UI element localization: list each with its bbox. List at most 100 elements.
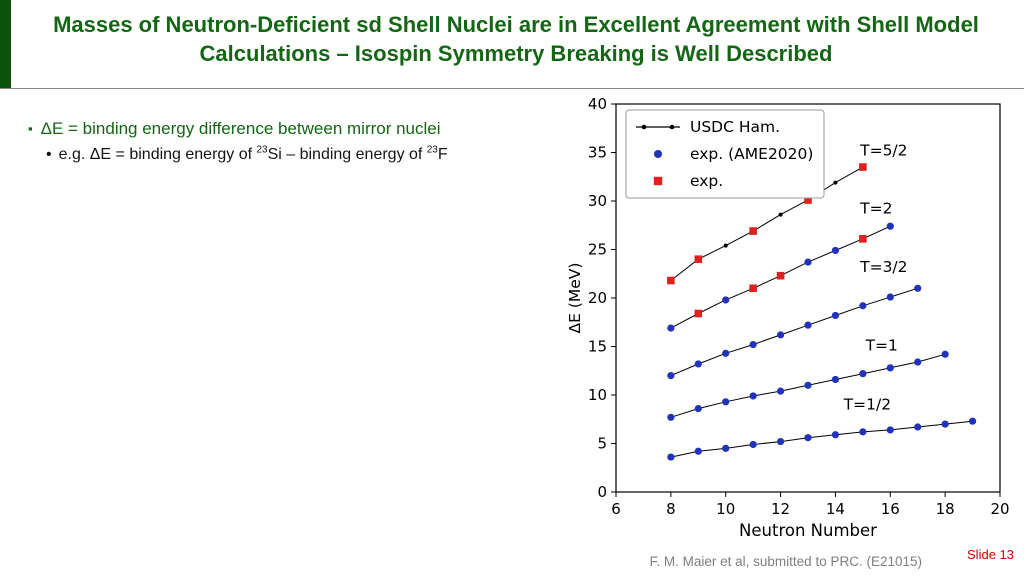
y-tick-label: 25 (588, 241, 607, 259)
legend-red-square-marker (653, 176, 663, 186)
exp-ame2020-point (804, 258, 812, 266)
exp-ame2020-point (804, 381, 812, 389)
x-tick-label: 8 (666, 500, 676, 518)
square-bullet-icon: ▪ (28, 121, 33, 136)
mirror-nuclei-chart-container: 6 8 10 12 14 16 18 20 0 5 10 15 20 25 30 35 40 Neutron Nu… (566, 90, 1014, 546)
series-label-T=1: T=1 (865, 336, 898, 354)
legend-box (625, 109, 825, 199)
legend-blue-dot-marker (654, 150, 662, 158)
exp-ame2020-point (722, 398, 730, 406)
exp-ame2020-point (886, 293, 894, 301)
exp-ame2020-point (776, 387, 785, 395)
exp-point (694, 255, 703, 263)
exp-ame2020-point (831, 246, 840, 255)
x-axis-label: Neutron Number (739, 521, 877, 540)
title-divider (0, 88, 1024, 89)
exp-point (667, 276, 675, 285)
x-tick-label: 20 (990, 500, 1009, 518)
theory-point (778, 212, 783, 217)
y-axis-label: ΔE (MeV) (566, 263, 584, 334)
exp-ame2020-point (722, 296, 730, 304)
mass-number-23si: 23 (256, 145, 268, 156)
x-tick-label: 6 (611, 500, 621, 518)
exp-point (749, 227, 757, 235)
exp-ame2020-point (914, 284, 922, 292)
sub-bullet-example: • e.g. ΔE = binding energy of 23Si – bind… (46, 145, 448, 164)
bullet2-part3: F (437, 146, 448, 164)
exp-ame2020-point (831, 375, 840, 384)
legend-dot-marker (641, 124, 647, 130)
bullet2-part2: Si – binding energy of (267, 146, 427, 164)
exp-ame2020-point (667, 372, 675, 380)
theory-line-T=1/2 (670, 420, 973, 458)
mass-number-23f: 23 (426, 145, 438, 156)
exp-point (749, 284, 757, 293)
y-tick-label: 40 (588, 95, 607, 113)
exp-ame2020-point (804, 321, 812, 329)
delta-e-vs-neutron-number-chart: 6 8 10 12 14 16 18 20 0 5 10 15 20 25 30 35 40 Neutron Nu… (566, 95, 1010, 540)
legend-label-exp-ame: exp. (AME2020) (690, 145, 813, 163)
theory-point (723, 243, 728, 248)
y-tick-label: 10 (588, 386, 607, 404)
exp-ame2020-point (667, 413, 675, 421)
exp-ame2020-point (694, 360, 702, 368)
series-label-T=5/2: T=5/2 (859, 141, 907, 159)
slide-number: Slide 13 (967, 547, 1014, 562)
exp-point (694, 309, 703, 318)
bullet-binding-energy-definition: ▪ ΔE = binding energy difference between … (28, 119, 441, 139)
exp-ame2020-point (914, 423, 922, 431)
exp-ame2020-point (859, 302, 867, 310)
x-tick-label: 14 (826, 500, 845, 518)
exp-point (776, 271, 785, 280)
dot-bullet-icon: • (46, 146, 52, 164)
series-label-T=3/2: T=3/2 (859, 258, 907, 276)
exp-ame2020-point (749, 440, 757, 449)
exp-ame2020-point (831, 431, 840, 439)
exp-ame2020-point (886, 364, 894, 372)
footer-credit: F. M. Maier et al, submitted to PRC. (E2… (649, 554, 922, 569)
exp-ame2020-point (722, 349, 730, 357)
exp-ame2020-point (804, 434, 812, 442)
theory-point (833, 180, 838, 185)
y-tick-label: 5 (597, 435, 607, 453)
theory-line-T=3/2 (670, 287, 918, 377)
exp-ame2020-point (859, 370, 867, 378)
exp-ame2020-point (914, 358, 922, 366)
x-tick-label: 12 (771, 500, 790, 518)
bullet2-text: e.g. ΔE = binding energy of 23Si – bindi… (58, 145, 448, 164)
exp-ame2020-point (968, 417, 977, 425)
legend-label-exp: exp. (690, 172, 723, 190)
exp-ame2020-point (722, 444, 730, 452)
exp-ame2020-point (831, 311, 840, 320)
x-tick-label: 16 (881, 500, 900, 518)
exp-ame2020-point (886, 222, 894, 230)
bullet2-part1: e.g. ΔE = binding energy of (58, 146, 257, 164)
exp-point (859, 163, 867, 171)
y-tick-label: 15 (588, 338, 607, 356)
exp-point (859, 235, 867, 243)
x-tick-label: 10 (716, 500, 735, 518)
title-accent-bar (0, 0, 11, 88)
y-tick-label: 35 (588, 144, 607, 162)
x-tick-label: 18 (936, 500, 955, 518)
bullet1-text: ΔE = binding energy difference between m… (40, 119, 441, 138)
legend-dot-marker (669, 124, 675, 130)
y-tick-label: 30 (588, 192, 607, 210)
exp-ame2020-point (776, 437, 785, 446)
y-tick-label: 20 (588, 289, 607, 307)
series-label-T=1/2: T=1/2 (843, 396, 891, 414)
exp-ame2020-point (941, 350, 949, 358)
exp-ame2020-point (941, 420, 949, 428)
exp-ame2020-point (859, 428, 867, 436)
exp-ame2020-point (886, 426, 894, 434)
exp-ame2020-point (667, 453, 675, 461)
exp-ame2020-point (694, 404, 702, 413)
exp-ame2020-point (776, 331, 785, 339)
exp-ame2020-point (667, 324, 675, 332)
exp-ame2020-point (694, 447, 702, 455)
slide-title: Masses of Neutron-Deficient sd Shell Nuc… (53, 12, 979, 67)
exp-ame2020-point (749, 392, 757, 400)
legend-label-theory: USDC Ham. (690, 118, 780, 136)
y-tick-label: 0 (597, 483, 607, 501)
series-label-T=2: T=2 (859, 200, 892, 218)
